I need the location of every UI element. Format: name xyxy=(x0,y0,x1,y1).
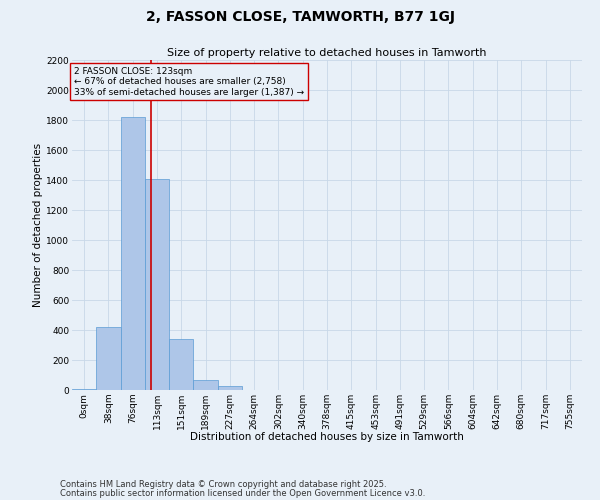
Text: Contains HM Land Registry data © Crown copyright and database right 2025.: Contains HM Land Registry data © Crown c… xyxy=(60,480,386,489)
Bar xyxy=(193,380,218,390)
X-axis label: Distribution of detached houses by size in Tamworth: Distribution of detached houses by size … xyxy=(190,432,464,442)
Bar xyxy=(121,117,145,390)
Bar xyxy=(72,388,96,390)
Bar xyxy=(96,327,121,390)
Text: 2 FASSON CLOSE: 123sqm
← 67% of detached houses are smaller (2,758)
33% of semi-: 2 FASSON CLOSE: 123sqm ← 67% of detached… xyxy=(74,66,304,96)
Bar xyxy=(145,178,169,390)
Y-axis label: Number of detached properties: Number of detached properties xyxy=(34,143,43,307)
Bar xyxy=(169,339,193,390)
Title: Size of property relative to detached houses in Tamworth: Size of property relative to detached ho… xyxy=(167,48,487,58)
Text: 2, FASSON CLOSE, TAMWORTH, B77 1GJ: 2, FASSON CLOSE, TAMWORTH, B77 1GJ xyxy=(146,10,455,24)
Text: Contains public sector information licensed under the Open Government Licence v3: Contains public sector information licen… xyxy=(60,488,425,498)
Bar xyxy=(218,386,242,390)
